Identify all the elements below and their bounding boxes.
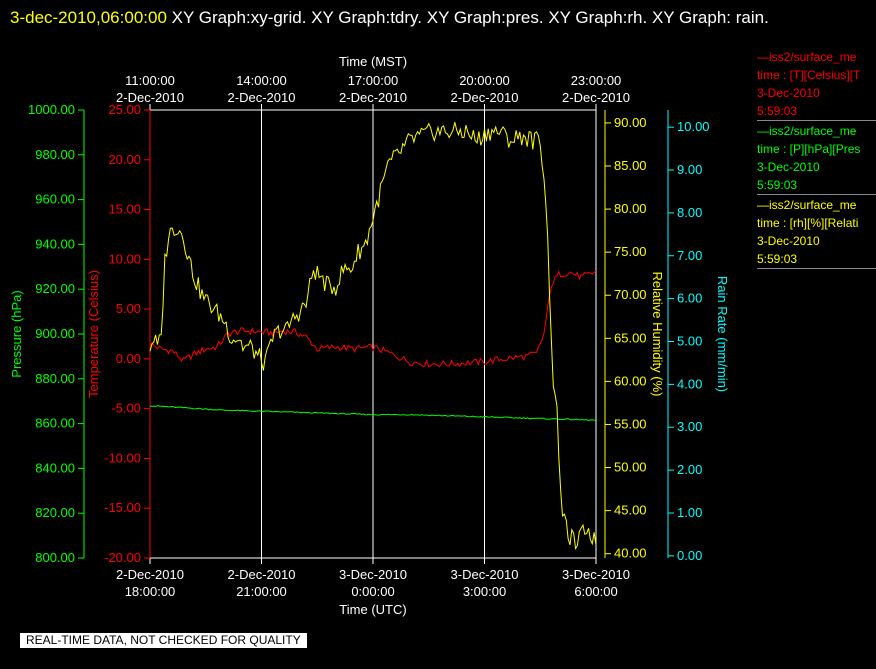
- pressure-tick-label: 960.00: [35, 192, 75, 207]
- legend-entry-humidity[interactable]: —iss2/surface_me time : [rh][%][Relati 3…: [757, 196, 876, 269]
- title-timestamp: 3-dec-2010,06:00:00: [10, 8, 167, 27]
- title-graph-list: XY Graph:xy-grid. XY Graph:tdry. XY Grap…: [166, 8, 769, 27]
- x-tick-label-mst-time: 23:00:00: [571, 73, 622, 88]
- pressure-tick-label: 1000.00: [28, 102, 75, 117]
- legend-series-vars: time : [rh][%][Relati: [757, 216, 859, 230]
- pressure-tick-label: 800.00: [35, 550, 75, 565]
- humidity-tick-label: 85.00: [614, 158, 647, 173]
- temperature-series-line: [149, 269, 597, 368]
- pressure-tick-label: 840.00: [35, 460, 75, 475]
- x-tick-label-mst-time: 20:00:00: [459, 73, 510, 88]
- humidity-tick-label: 80.00: [614, 201, 647, 216]
- temperature-tick-label: 5.00: [116, 301, 141, 316]
- humidity-tick-label: 45.00: [614, 503, 647, 518]
- temperature-tick-label: 0.00: [116, 351, 141, 366]
- legend-series-date: 3-Dec-2010: [757, 86, 820, 100]
- pressure-tick-label: 860.00: [35, 416, 75, 431]
- humidity-series-line: [149, 122, 597, 551]
- legend: —iss2/surface_me time : [T][Celsius][T 3…: [757, 48, 876, 270]
- x-tick-label-mst-time: 14:00:00: [236, 73, 287, 88]
- legend-series-time: 5:59:03: [757, 178, 798, 192]
- temperature-tick-label: 25.00: [108, 102, 141, 117]
- pressure-tick-label: 880.00: [35, 371, 75, 386]
- rain-tick-label: 1.00: [677, 505, 702, 520]
- x-tick-label-utc-date: 3-Dec-2010: [562, 567, 630, 582]
- pressure-tick-label: 940.00: [35, 236, 75, 251]
- x-tick-label-utc-time: 21:00:00: [236, 584, 287, 599]
- humidity-tick-label: 50.00: [614, 460, 647, 475]
- rain-tick-label: 3.00: [677, 419, 702, 434]
- legend-series-name: —iss2/surface_me: [757, 50, 857, 64]
- legend-series-vars: time : [T][Celsius][T: [757, 68, 861, 82]
- legend-series-date: 3-Dec-2010: [757, 234, 820, 248]
- x-tick-label-utc-time: 0:00:00: [351, 584, 394, 599]
- legend-series-vars: time : [P][hPa][Pres: [757, 142, 861, 156]
- temperature-axis-title: Temperature (Celsius): [86, 270, 101, 398]
- temperature-tick-label: -15.00: [104, 500, 141, 515]
- rain-tick-label: 6.00: [677, 291, 702, 306]
- rain-tick-label: 0.00: [677, 548, 702, 563]
- temperature-tick-label: 15.00: [108, 202, 141, 217]
- x-tick-label-utc-date: 2-Dec-2010: [116, 567, 184, 582]
- rain-tick-label: 8.00: [677, 205, 702, 220]
- legend-entry-temperature[interactable]: —iss2/surface_me time : [T][Celsius][T 3…: [757, 48, 876, 121]
- rain-axis-title: Rain Rate (mm/min): [715, 276, 730, 392]
- legend-entry-pressure[interactable]: —iss2/surface_me time : [P][hPa][Pres 3-…: [757, 122, 876, 195]
- humidity-tick-label: 60.00: [614, 373, 647, 388]
- pressure-tick-label: 820.00: [35, 505, 75, 520]
- humidity-tick-label: 65.00: [614, 330, 647, 345]
- quality-notice: REAL-TIME DATA, NOT CHECKED FOR QUALITY: [19, 632, 308, 649]
- rain-tick-label: 4.00: [677, 376, 702, 391]
- legend-series-time: 5:59:03: [757, 252, 798, 266]
- humidity-tick-label: 40.00: [614, 546, 647, 561]
- x-tick-label-utc-time: 3:00:00: [463, 584, 506, 599]
- x-tick-label-mst-date: 2-Dec-2010: [451, 90, 519, 105]
- legend-series-name: —iss2/surface_me: [757, 198, 857, 212]
- x-axis-label-top: Time (MST): [339, 54, 407, 69]
- x-tick-label-utc-time: 18:00:00: [125, 584, 176, 599]
- x-tick-label-utc-date: 3-Dec-2010: [339, 567, 407, 582]
- x-tick-label-mst-date: 2-Dec-2010: [339, 90, 407, 105]
- temperature-tick-label: 10.00: [108, 251, 141, 266]
- x-axis-label-bottom: Time (UTC): [339, 602, 406, 617]
- humidity-tick-label: 75.00: [614, 244, 647, 259]
- x-tick-label-mst-time: 17:00:00: [348, 73, 399, 88]
- x-tick-label-mst-date: 2-Dec-2010: [562, 90, 630, 105]
- humidity-tick-label: 70.00: [614, 287, 647, 302]
- legend-series-time: 5:59:03: [757, 104, 798, 118]
- temperature-tick-label: 20.00: [108, 152, 141, 167]
- pressure-tick-label: 980.00: [35, 147, 75, 162]
- x-tick-label-mst-date: 2-Dec-2010: [228, 90, 296, 105]
- pressure-tick-label: 900.00: [35, 326, 75, 341]
- x-tick-label-utc-date: 2-Dec-2010: [228, 567, 296, 582]
- x-tick-label-utc-time: 6:00:00: [574, 584, 617, 599]
- x-tick-label-utc-date: 3-Dec-2010: [451, 567, 519, 582]
- x-tick-label-mst-time: 11:00:00: [125, 73, 175, 88]
- rain-tick-label: 7.00: [677, 248, 702, 263]
- pressure-tick-label: 920.00: [35, 281, 75, 296]
- temperature-tick-label: -5.00: [111, 401, 141, 416]
- rain-tick-label: 9.00: [677, 162, 702, 177]
- x-tick-label-mst-date: 2-Dec-2010: [116, 90, 184, 105]
- window-title: 3-dec-2010,06:00:00 XY Graph:xy-grid. XY…: [10, 3, 850, 32]
- rain-tick-label: 10.00: [677, 119, 710, 134]
- pressure-series-line: [149, 405, 597, 422]
- temperature-tick-label: -20.00: [104, 550, 141, 565]
- humidity-tick-label: 55.00: [614, 416, 647, 431]
- rain-tick-label: 5.00: [677, 334, 702, 349]
- humidity-tick-label: 90.00: [614, 115, 647, 130]
- temperature-tick-label: -10.00: [104, 450, 141, 465]
- rain-tick-label: 2.00: [677, 462, 702, 477]
- legend-series-name: —iss2/surface_me: [757, 124, 857, 138]
- pressure-axis-title: Pressure (hPa): [9, 290, 24, 377]
- humidity-axis-title: Relative Humidity (%): [650, 272, 665, 397]
- legend-series-date: 3-Dec-2010: [757, 160, 820, 174]
